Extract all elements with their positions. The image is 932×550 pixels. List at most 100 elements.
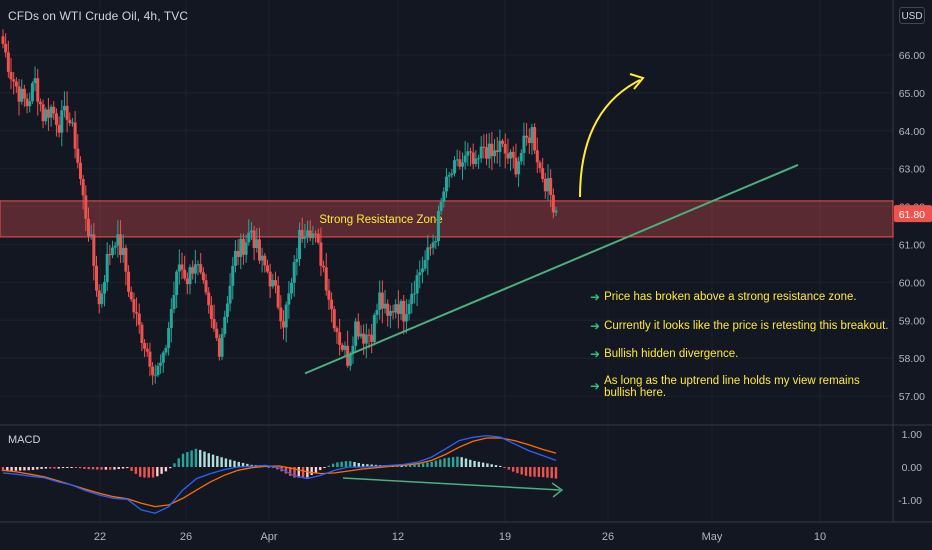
macd-histogram-bar: [477, 461, 481, 467]
candle-body: [418, 272, 422, 276]
macd-histogram-bar: [366, 464, 369, 467]
time-tick-label: 22: [94, 531, 106, 543]
candle-body: [95, 265, 99, 291]
candle-body: [444, 176, 448, 192]
macd-histogram-bar: [289, 467, 292, 476]
candle-body: [239, 238, 243, 257]
candle-body: [490, 143, 494, 157]
candle-body: [36, 78, 40, 102]
candle-body: [415, 275, 419, 294]
candle-body: [231, 265, 235, 286]
macd-histogram-bar: [143, 467, 146, 478]
macd-histogram-bar: [533, 467, 536, 477]
candle-body: [314, 233, 318, 235]
macd-histogram-bar: [546, 467, 549, 478]
macd-histogram-bar: [537, 467, 541, 477]
macd-histogram-bar: [194, 448, 198, 467]
macd-tick-label: -1.00: [898, 495, 922, 507]
candle-body: [124, 247, 128, 272]
candle-body: [212, 318, 216, 329]
candle-body: [137, 313, 141, 325]
candle-body: [332, 309, 336, 329]
zone-label: Strong Resistance Zone: [319, 214, 442, 226]
macd-histogram-bar: [229, 459, 232, 467]
macd-histogram-bar: [554, 467, 558, 479]
candle-body: [84, 195, 88, 219]
candle-body: [471, 152, 475, 164]
candle-body: [265, 265, 269, 272]
macd-histogram-bar: [14, 467, 18, 471]
candle-body: [485, 147, 489, 159]
macd-histogram-bar: [297, 467, 300, 478]
macd-histogram-bar: [100, 467, 103, 470]
candle-body: [209, 305, 213, 319]
note-text: Price has broken above a strong resistan…: [604, 291, 857, 303]
candle-body: [479, 146, 483, 159]
candle-body: [287, 293, 291, 305]
candle-body: [204, 280, 208, 293]
macd-histogram-bar: [113, 467, 116, 470]
candle-body: [511, 151, 515, 158]
macd-histogram-bar: [40, 467, 43, 469]
candle-body: [474, 158, 478, 164]
candle-body: [351, 345, 355, 354]
macd-histogram-bar: [460, 457, 463, 467]
candle-body: [541, 168, 545, 179]
macd-indicator-label[interactable]: MACD: [8, 434, 41, 446]
candle-body: [319, 242, 323, 266]
candle-body: [33, 78, 37, 84]
candle-body: [156, 365, 160, 376]
macd-histogram-bar: [207, 453, 210, 467]
macd-histogram-bar: [301, 467, 305, 478]
trendline-layer: [304, 73, 799, 375]
candle-body: [388, 311, 392, 316]
candle-body: [348, 353, 352, 366]
note-2: ➜ Currently it looks like the price is r…: [590, 320, 889, 332]
note-text: Bullish hidden divergence.: [604, 348, 739, 360]
candle-body: [185, 278, 189, 285]
macd-histogram-bar: [220, 457, 223, 467]
macd-histogram-bar: [331, 463, 335, 467]
candle-body: [103, 282, 107, 294]
candle-body: [81, 179, 85, 196]
macd-histogram-bar: [1, 467, 5, 472]
candle-body: [108, 253, 112, 256]
candle-body: [412, 293, 416, 295]
candle-body: [311, 233, 315, 239]
candle-body: [383, 303, 387, 309]
candle-body: [354, 321, 358, 346]
macd-histogram-bar: [91, 467, 95, 470]
candle-body: [121, 247, 125, 256]
candle-body: [394, 304, 398, 313]
macd-histogram-bar: [417, 464, 421, 467]
candle-body: [316, 233, 320, 243]
candle-body: [268, 271, 272, 287]
macd-histogram-bar: [57, 467, 60, 469]
candle-body: [28, 101, 32, 107]
macd-histogram-bar: [511, 467, 515, 472]
candle-body: [340, 344, 344, 350]
candle-body: [517, 161, 521, 175]
candle-body: [159, 362, 163, 366]
candle-body: [193, 264, 197, 274]
macd-histogram-bar: [413, 464, 416, 467]
symbol-title[interactable]: CFDs on WTI Crude Oil, 4h, TVC: [8, 9, 189, 23]
candle-body: [306, 230, 310, 237]
candle-body: [447, 175, 451, 177]
candle-body: [428, 247, 432, 249]
candle-body: [25, 98, 29, 107]
candle-body: [324, 267, 328, 291]
currency-button[interactable]: USD: [899, 7, 925, 24]
candle-body: [322, 265, 326, 268]
candle-body: [527, 137, 531, 144]
macd-histogram-bar: [233, 460, 236, 467]
candle-body: [129, 291, 133, 300]
candle-body: [188, 267, 192, 285]
macd-histogram-bar: [490, 464, 493, 467]
candle-body: [455, 159, 459, 161]
macd-histogram-bar: [108, 467, 112, 470]
time-tick-label: Apr: [260, 531, 277, 543]
candle-body: [378, 292, 382, 310]
candle-body: [535, 150, 539, 163]
